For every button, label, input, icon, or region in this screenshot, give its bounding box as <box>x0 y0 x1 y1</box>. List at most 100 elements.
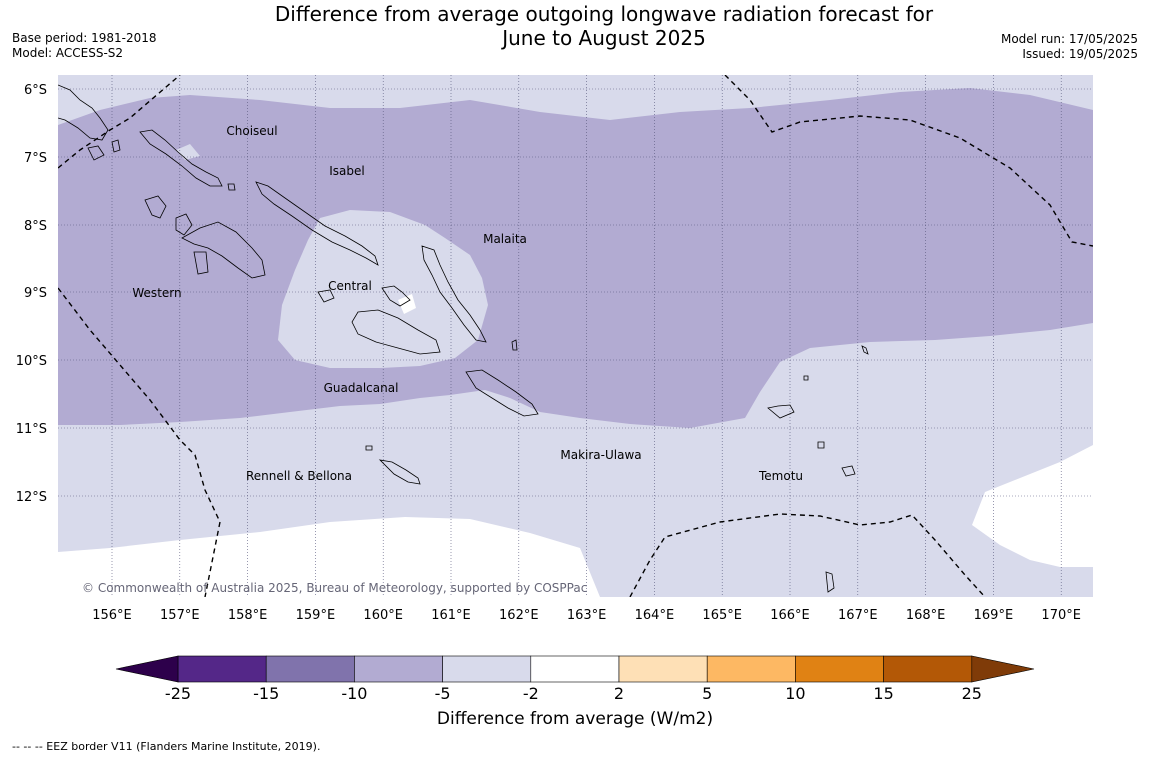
island-russell <box>317 289 335 303</box>
island-kolombangara <box>175 213 193 236</box>
lon-label: 169°E <box>974 608 1014 623</box>
island-rennell <box>378 459 421 485</box>
island-rendova <box>193 251 209 275</box>
eez-border-northwest <box>58 75 181 169</box>
island-anuta <box>825 571 835 593</box>
region-label-guadalcanal: Guadalcanal <box>324 381 399 395</box>
region-labels: Choiseul Isabel Malaita Western Central … <box>132 124 803 483</box>
region-label-makira-ulawa: Makira-Ulawa <box>560 448 641 462</box>
island-vanikoro <box>841 465 856 477</box>
colorbar-segment <box>177 655 267 683</box>
colorbar-tick-label: 15 <box>873 684 893 703</box>
lon-label: 157°E <box>160 608 200 623</box>
issued-date: Issued: 19/05/2025 <box>1022 47 1138 61</box>
gridlines <box>58 75 1093 597</box>
meta-left: Base period: 1981-2018 Model: ACCESS-S2 <box>12 31 157 61</box>
colorbar-segment <box>883 655 973 683</box>
eez-border-southeast <box>629 513 986 597</box>
island-choiseul <box>139 129 223 187</box>
island-bellona <box>365 445 373 451</box>
lat-label: 7°S <box>24 151 47 166</box>
title-line-1: Difference from average outgoing longwav… <box>274 2 934 26</box>
copyright-text: © Commonwealth of Australia 2025, Bureau… <box>82 581 587 595</box>
island-makira <box>465 369 539 417</box>
region-label-western: Western <box>132 286 181 300</box>
lon-label: 162°E <box>499 608 539 623</box>
field-band-near-zero-south <box>58 517 600 597</box>
lon-label: 160°E <box>363 608 403 623</box>
island-santa-isabel <box>255 181 379 266</box>
lat-label: 6°S <box>24 83 47 98</box>
map-title: Difference from average outgoing longwav… <box>0 2 1150 50</box>
island-ulawa <box>511 339 518 351</box>
lon-label: 168°E <box>906 608 946 623</box>
field-band-near-zero-east <box>972 445 1093 567</box>
lon-label: 161°E <box>431 608 471 623</box>
lon-label: 156°E <box>92 608 132 623</box>
eez-legend-footer: -- -- -- EEZ border V11 (Flanders Marine… <box>12 740 321 753</box>
title-line-2: June to August 2025 <box>502 26 706 50</box>
lat-label: 9°S <box>24 286 47 301</box>
colorbar-tick-label: 10 <box>785 684 805 703</box>
colorbar-segment <box>618 655 708 683</box>
colorbar-tick-label: -2 <box>523 684 539 703</box>
island-guadalcanal <box>351 309 441 355</box>
colorbar-tick-label: 2 <box>614 684 624 703</box>
lat-label: 11°S <box>16 422 47 437</box>
lat-label: 10°S <box>16 354 47 369</box>
lat-label: 8°S <box>24 219 47 234</box>
island-reef-islands <box>803 375 809 381</box>
colorbar-tick-label: -25 <box>165 684 191 703</box>
region-label-temotu: Temotu <box>758 469 803 483</box>
map-panel: Choiseul Isabel Malaita Western Central … <box>58 75 1093 597</box>
colorbar-segment <box>795 655 884 683</box>
longitude-labels: 156°E 157°E 158°E 159°E 160°E 161°E 162°E 163°E… <box>92 608 1081 623</box>
island-fauro <box>111 139 121 153</box>
region-label-malaita: Malaita <box>483 232 527 246</box>
lat-label: 12°S <box>16 490 47 505</box>
lon-label: 165°E <box>702 608 742 623</box>
colorbar-tick-label: -5 <box>435 684 451 703</box>
lon-label: 164°E <box>635 608 675 623</box>
meta-right: Model run: 17/05/2025 Issued: 19/05/2025 <box>1001 32 1138 62</box>
region-label-central: Central <box>328 279 372 293</box>
coastlines <box>58 84 869 593</box>
latitude-labels: 6°S 7°S 8°S 9°S 10°S 11°S 12°S <box>16 83 47 505</box>
base-period: Base period: 1981-2018 <box>12 31 157 45</box>
colorbar-label: Difference from average (W/m2) <box>436 709 714 729</box>
colorbar-segment <box>706 655 796 683</box>
colorbar: -25 -15 -10 -5 -2 2 5 10 15 25 <box>115 655 1035 703</box>
eez-borders <box>58 75 1093 597</box>
colorbar-tick-label: 5 <box>702 684 712 703</box>
island-new-georgia <box>181 221 266 279</box>
colorbar-tick-label: -10 <box>341 684 367 703</box>
region-label-isabel: Isabel <box>329 164 364 178</box>
colorbar-tick-label: -15 <box>253 684 279 703</box>
lon-label: 158°E <box>228 608 268 623</box>
colorbar-segment <box>265 655 355 683</box>
lon-label: 170°E <box>1041 608 1081 623</box>
colorbar-segment <box>530 655 620 683</box>
island-choiseul-small <box>227 183 236 191</box>
lon-label: 159°E <box>296 608 336 623</box>
colorbar-tick-label: 25 <box>962 684 982 703</box>
island-tinakula <box>817 441 825 449</box>
model-run: Model run: 17/05/2025 <box>1000 32 1138 46</box>
island-malaita <box>421 245 487 343</box>
region-label-choiseul: Choiseul <box>226 124 277 138</box>
island-vella-lavella <box>144 195 167 219</box>
region-label-rennell-bellona: Rennell & Bellona <box>246 469 352 483</box>
lon-label: 166°E <box>770 608 810 623</box>
lon-label: 167°E <box>838 608 878 623</box>
colorbar-extend-low <box>115 655 179 683</box>
island-shortland <box>87 145 105 161</box>
model-name: Model: ACCESS-S2 <box>12 46 124 60</box>
colorbar-segment <box>442 655 532 683</box>
island-bougainville <box>58 84 109 141</box>
island-nendo <box>767 404 795 419</box>
colorbar-segment <box>354 655 443 683</box>
colorbar-extend-high <box>971 655 1035 683</box>
island-duff <box>861 345 869 355</box>
field-band-central-white <box>398 294 416 314</box>
